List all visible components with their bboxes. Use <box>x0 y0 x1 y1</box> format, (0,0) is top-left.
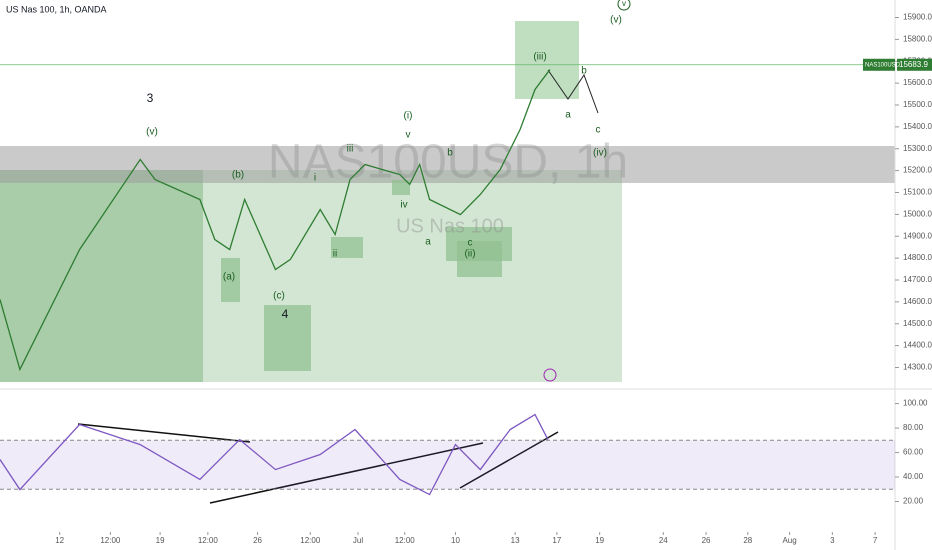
y-tick-label: 14800.0 <box>903 253 932 262</box>
y-tick-label: 14700.0 <box>903 275 932 284</box>
x-tick-label: 19 <box>156 536 165 545</box>
x-tick-label: 24 <box>659 536 668 545</box>
y-tick-label: 15800.0 <box>903 34 932 43</box>
x-tick-label: 12 <box>55 536 64 545</box>
last-price-box <box>897 58 932 71</box>
wave-label: b <box>581 66 587 77</box>
zone <box>392 180 410 195</box>
y-tick-label: 14600.0 <box>903 297 932 306</box>
wave-label: (b) <box>232 170 244 181</box>
wave-label: (c) <box>273 291 285 302</box>
x-tick-label: 12:00 <box>198 536 219 545</box>
y-tick-label: 15600.0 <box>903 78 932 87</box>
y-tick-label: 14300.0 <box>903 363 932 372</box>
y-tick-label: 80.00 <box>903 423 924 432</box>
y-tick-label: 14900.0 <box>903 231 932 240</box>
y-tick-label: 15200.0 <box>903 166 932 175</box>
y-tick-label: 60.00 <box>903 448 924 457</box>
wave-label: iii <box>347 144 354 155</box>
wave-label: v <box>406 130 411 141</box>
y-tick-label: 15900.0 <box>903 13 932 22</box>
x-tick-label: 7 <box>873 536 878 545</box>
wave-label: b <box>447 148 453 159</box>
header-title: US Nas 100, 1h, OANDA <box>6 4 107 14</box>
projection <box>547 69 599 114</box>
x-tick-label: 26 <box>702 536 711 545</box>
x-tick-label: 3 <box>830 536 835 545</box>
y-tick-label: 100.00 <box>903 399 928 408</box>
event-icon <box>543 368 557 382</box>
trendline <box>459 431 559 489</box>
series-line <box>0 69 551 372</box>
wave-label: (ii) <box>464 249 475 260</box>
trendline <box>77 423 251 443</box>
wave-circle <box>617 0 631 11</box>
x-tick-label: Jul <box>353 536 363 545</box>
wave-label: a <box>565 110 571 121</box>
x-tick-label: 10 <box>451 536 460 545</box>
zone <box>515 21 579 99</box>
watermark-symbol: NAS100USD, 1h <box>268 136 628 189</box>
symbol-label: NAS100USD <box>865 62 901 68</box>
y-tick-label: 15400.0 <box>903 122 932 131</box>
y-tick-label: 15000.0 <box>903 209 932 218</box>
trendline <box>209 442 484 504</box>
x-tick-label: 28 <box>743 536 752 545</box>
x-tick-label: 12:00 <box>100 536 121 545</box>
wave-label: c <box>468 238 473 249</box>
wave-label: (iv) <box>593 148 607 159</box>
wave-label: (v) <box>610 15 622 26</box>
zone <box>331 237 363 258</box>
y-tick-label: 14500.0 <box>903 319 932 328</box>
x-tick-label: 26 <box>253 536 262 545</box>
zone <box>0 170 203 382</box>
y-tick-label: 15500.0 <box>903 100 932 109</box>
zone <box>457 241 502 277</box>
y-tick-label: 20.00 <box>903 497 924 506</box>
x-tick-label: 17 <box>552 536 561 545</box>
wave-label: i <box>314 173 316 184</box>
wave-label: v <box>622 0 626 8</box>
watermark-name: US Nas 100 <box>396 215 504 237</box>
y-tick-label: 40.00 <box>903 472 924 481</box>
wave-label: a <box>425 237 431 248</box>
y-tick-label: 15300.0 <box>903 144 932 153</box>
wave-label: (v) <box>146 127 158 138</box>
wave-label: (a) <box>223 272 235 283</box>
x-tick-label: 19 <box>595 536 604 545</box>
x-tick-label: 12:00 <box>300 536 321 545</box>
zone <box>264 305 311 371</box>
symbol-box <box>863 58 895 71</box>
zone <box>221 258 240 302</box>
resistance-band <box>0 146 895 183</box>
wave-label: 3 <box>147 91 154 105</box>
y-tick-label: 14400.0 <box>903 341 932 350</box>
wave-label: (i) <box>404 111 413 122</box>
wave-label: iv <box>400 200 407 211</box>
wave-label: 4 <box>282 307 289 321</box>
wave-label: c <box>596 125 601 136</box>
rsi-band <box>0 440 895 490</box>
x-tick-label: Aug <box>782 536 796 545</box>
y-tick-label: 15100.0 <box>903 188 932 197</box>
last-price-label: 15683.9 <box>899 60 928 69</box>
x-tick-label: 12:00 <box>395 536 416 545</box>
wave-label: ii <box>333 249 337 260</box>
wave-label: (iii) <box>533 52 546 63</box>
series-line <box>0 413 549 496</box>
x-tick-label: 13 <box>511 536 520 545</box>
